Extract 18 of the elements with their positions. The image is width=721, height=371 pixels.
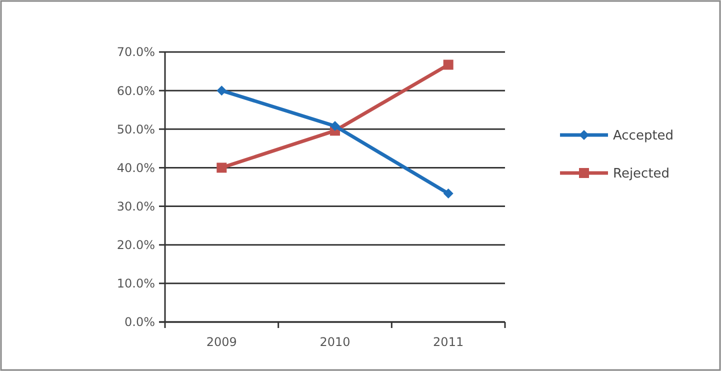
x-tick-label: 2009: [206, 335, 237, 349]
y-tick-label: 60.0%: [116, 84, 155, 98]
y-tick-label: 10.0%: [116, 276, 155, 291]
point: [216, 162, 227, 173]
x-tick-label: 2010: [320, 335, 350, 349]
y-tick-label: 40.0%: [116, 160, 155, 175]
legend-label: Accepted: [613, 128, 674, 144]
x-tick-label: 2011: [433, 335, 464, 349]
y-tick-label: 20.0%: [116, 238, 155, 252]
point: [330, 121, 340, 132]
y-tick-label: 0.0%: [124, 315, 155, 330]
y-tick-label: 50.0%: [116, 122, 155, 136]
y-tick-label: 30.0%: [116, 199, 155, 214]
point: [443, 188, 454, 199]
y-tick-label: 70.0%: [116, 45, 155, 60]
legend-label: Rejected: [613, 166, 670, 182]
point: [443, 60, 454, 70]
point: [216, 86, 227, 96]
